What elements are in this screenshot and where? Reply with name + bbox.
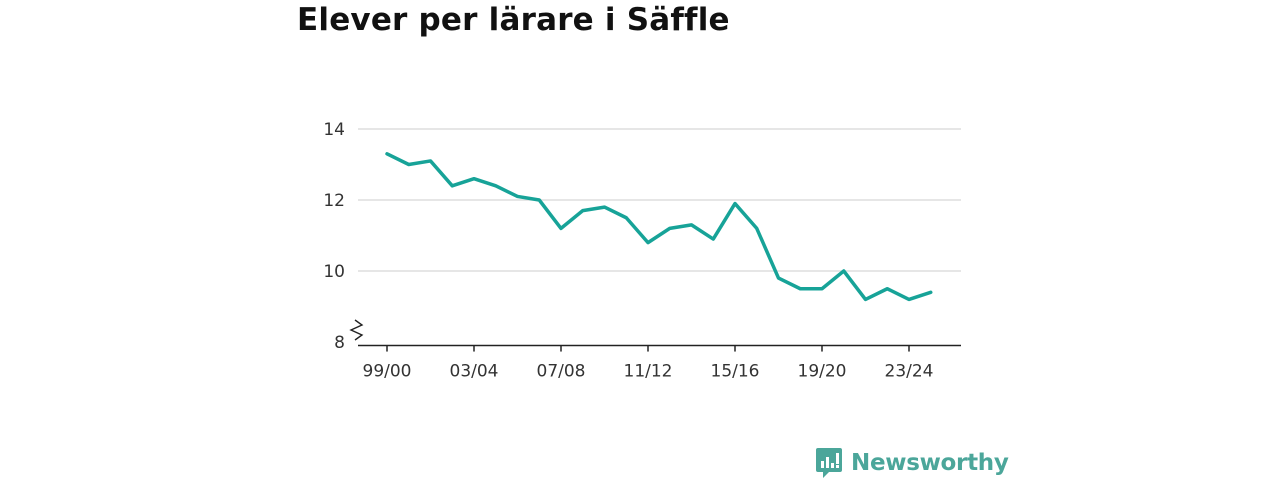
series-line-0 (385, 152, 933, 302)
chart-title: Elever per lärare i Säffle (297, 2, 730, 38)
x-tick-label: 11/12 (624, 362, 673, 382)
x-tick-label: 99/00 (363, 362, 412, 382)
y-tick-label: 8 (334, 333, 345, 353)
x-axis: 99/00 03/04 07/08 11/12 15/16 19/20 23/24 (358, 344, 961, 382)
x-tick-label: 23/24 (885, 362, 934, 382)
y-tick-label: 14 (323, 120, 345, 140)
y-axis-ticks: 8 10 12 14 (323, 120, 364, 353)
axis-break-icon (349, 319, 364, 341)
gridlines (358, 128, 961, 272)
x-tick-label: 19/20 (798, 362, 847, 382)
y-tick-label: 10 (323, 262, 345, 282)
brand-name: Newsworthy (851, 450, 1009, 476)
y-tick-label: 12 (323, 191, 345, 211)
series-lines (385, 152, 933, 302)
x-tick-label: 03/04 (450, 362, 499, 382)
newsworthy-brand: Newsworthy (815, 446, 1009, 480)
newsworthy-logo-icon (816, 448, 842, 478)
x-tick-label: 07/08 (537, 362, 586, 382)
x-tick-label: 15/16 (711, 362, 760, 382)
